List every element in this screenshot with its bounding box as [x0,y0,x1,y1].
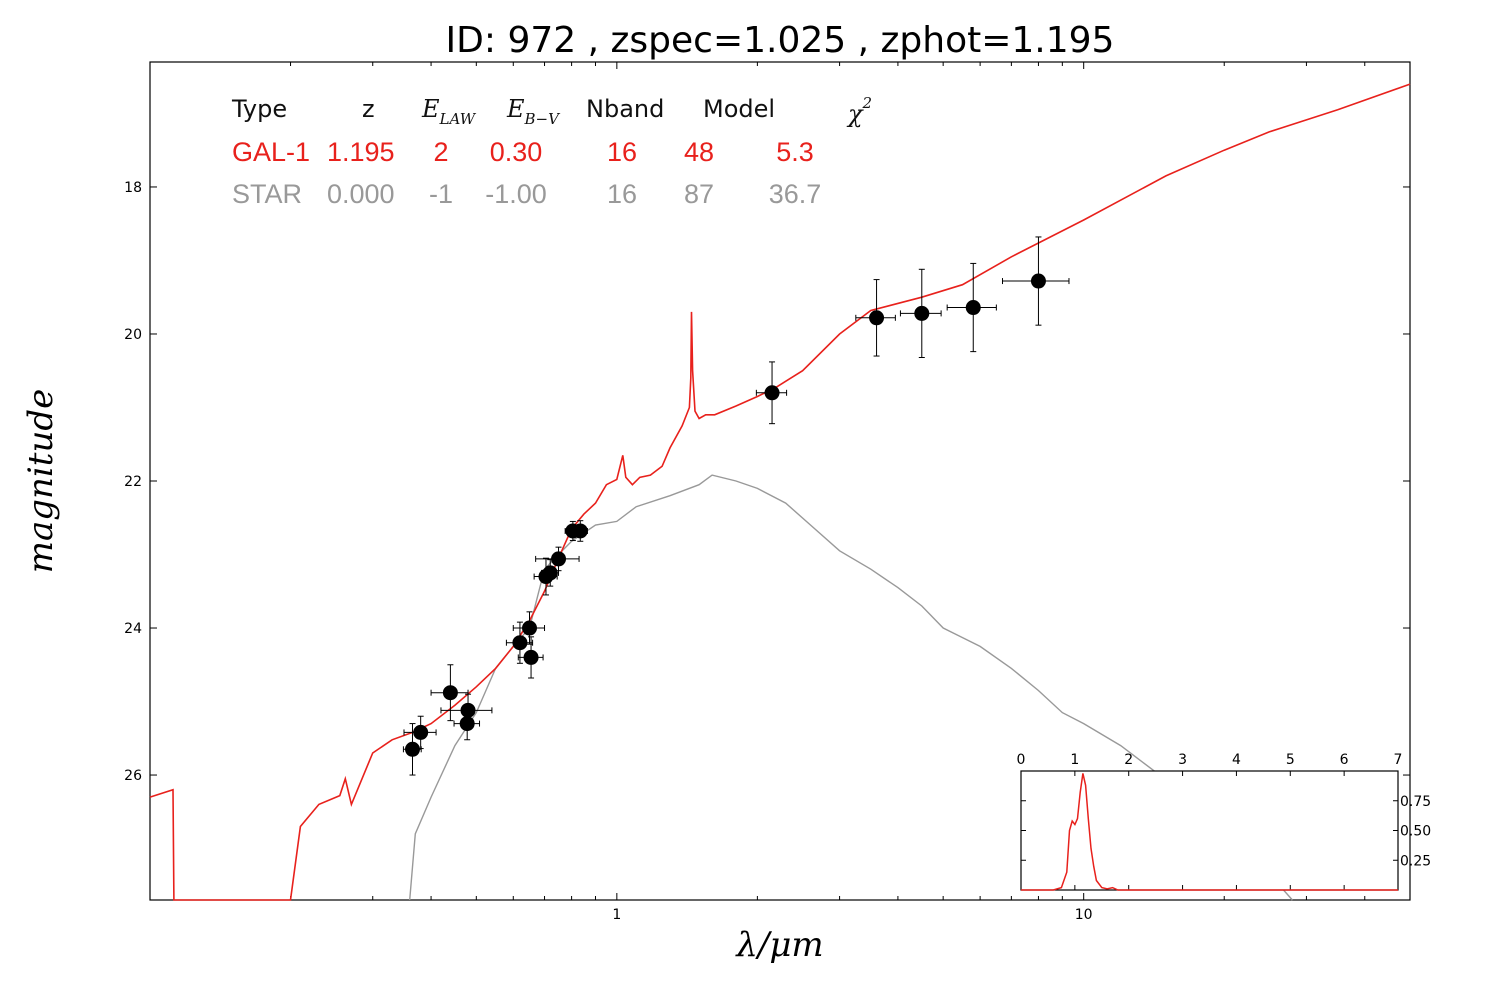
inset-axis-ticks: 0 1 2 3 4 5 6 7 0.25 0.50 0.75 [1017,752,1431,890]
photometry-point [1001,236,1070,326]
y-tick-label: 26 [124,768,142,784]
y-tick-label: 24 [124,621,142,637]
header-elaw: ELAW [421,95,477,128]
header-elaw-sub: LAW [439,110,477,128]
photometry-point [855,279,896,357]
inset-x-tick-label: 1 [1070,752,1079,768]
data-marker [572,523,588,539]
pdf-path [1021,773,1398,891]
redshift-pdf-inset: 0 1 2 3 4 5 6 7 0.25 0.50 0.75 [1017,752,1431,891]
fit-rows: GAL-1 1.195 2 0.30 16 48 5.3 STAR 0.000 -1 -1.00 16… [232,137,821,209]
fit-results-table: Type z ELAW EB−V Nband Model χ2 GAL-1 1.1… [231,94,872,209]
pdf-line [1021,773,1398,891]
data-marker [551,551,567,567]
header-ebv-main: E [506,95,525,123]
fit-cell-model: 87 [684,179,714,209]
fit-cell-nband: 16 [607,179,637,209]
x-tick-label: 1 [612,907,621,923]
data-marker [512,635,528,651]
data-marker [1030,273,1046,289]
data-marker [442,685,458,701]
inset-x-tick-label: 6 [1340,752,1349,768]
inset-x-tick-label: 4 [1232,752,1241,768]
fit-cell-z: 0.000 [327,179,395,209]
header-z: z [362,95,375,123]
inset-x-tick-label: 2 [1124,752,1133,768]
fit-cell-chi2: 36.7 [769,179,822,209]
photometry-point [440,693,493,728]
fit-cell-type: STAR [232,179,302,209]
photometry-point [946,262,997,353]
header-type: Type [231,95,287,123]
y-tick-label: 18 [124,180,142,196]
header-chi2-main: χ [846,100,864,128]
inset-y-tick-label: 0.50 [1400,824,1431,840]
photometry-point [541,559,560,587]
photometry-point [572,520,588,542]
data-marker [523,649,539,665]
photometry-point [453,706,481,741]
data-marker [413,724,429,740]
x-axis-label: λ/μm [734,925,823,965]
data-marker [764,385,780,401]
y-tick-label: 22 [124,474,142,490]
inset-x-tick-label: 3 [1178,752,1187,768]
inset-frame [1020,770,1399,891]
photometry-points [402,236,1070,776]
data-marker [459,716,475,732]
data-marker [522,620,538,636]
photometry-point [505,621,534,664]
header-chi2-sup: 2 [862,94,873,112]
photometry-point [517,636,544,679]
galaxy-model-path [149,83,1411,901]
y-tick-label: 20 [124,327,142,343]
photometry-point [403,715,437,750]
data-marker [869,310,885,326]
fit-cell-chi2: 5.3 [776,137,814,167]
fit-cell-ebv: -1.00 [485,179,547,209]
header-ebv-sub: B−V [524,110,562,128]
photometry-point [535,546,580,572]
fit-cell-model: 48 [684,137,714,167]
inset-x-tick-label: 5 [1286,752,1295,768]
data-marker [965,300,981,316]
data-marker [542,565,558,581]
x-tick-label: 10 [1075,907,1093,923]
photometry-point [899,268,942,359]
fit-cell-nband: 16 [607,137,637,167]
inset-x-tick-label: 0 [1017,752,1026,768]
header-chi2: χ2 [846,94,872,128]
galaxy-model-line [149,83,1411,901]
fit-cell-z: 1.195 [327,137,395,167]
inset-x-tick-label: 7 [1394,752,1403,768]
inset-y-tick-label: 0.75 [1400,794,1431,810]
fit-cell-type: GAL-1 [232,137,310,167]
data-marker [405,741,421,757]
photometry-point [755,361,788,425]
header-ebv: EB−V [506,95,561,128]
chart-title: ID: 972 , zspec=1.025 , zphot=1.195 [446,20,1115,61]
header-elaw-main: E [421,95,440,123]
fit-cell-elaw: 2 [433,137,448,167]
fit-row: STAR 0.000 -1 -1.00 16 87 36.7 [232,179,821,209]
inset-y-tick-label: 0.25 [1400,853,1431,869]
photometry-point [430,664,469,722]
header-model: Model [703,95,775,123]
data-marker [460,702,476,718]
data-marker [914,305,930,321]
fit-row: GAL-1 1.195 2 0.30 16 48 5.3 [232,137,814,167]
fit-cell-ebv: 0.30 [490,137,543,167]
photometry-point [512,611,546,645]
y-axis-label: magnitude [21,389,61,574]
fit-cell-elaw: -1 [429,179,453,209]
header-nband: Nband [586,95,664,123]
